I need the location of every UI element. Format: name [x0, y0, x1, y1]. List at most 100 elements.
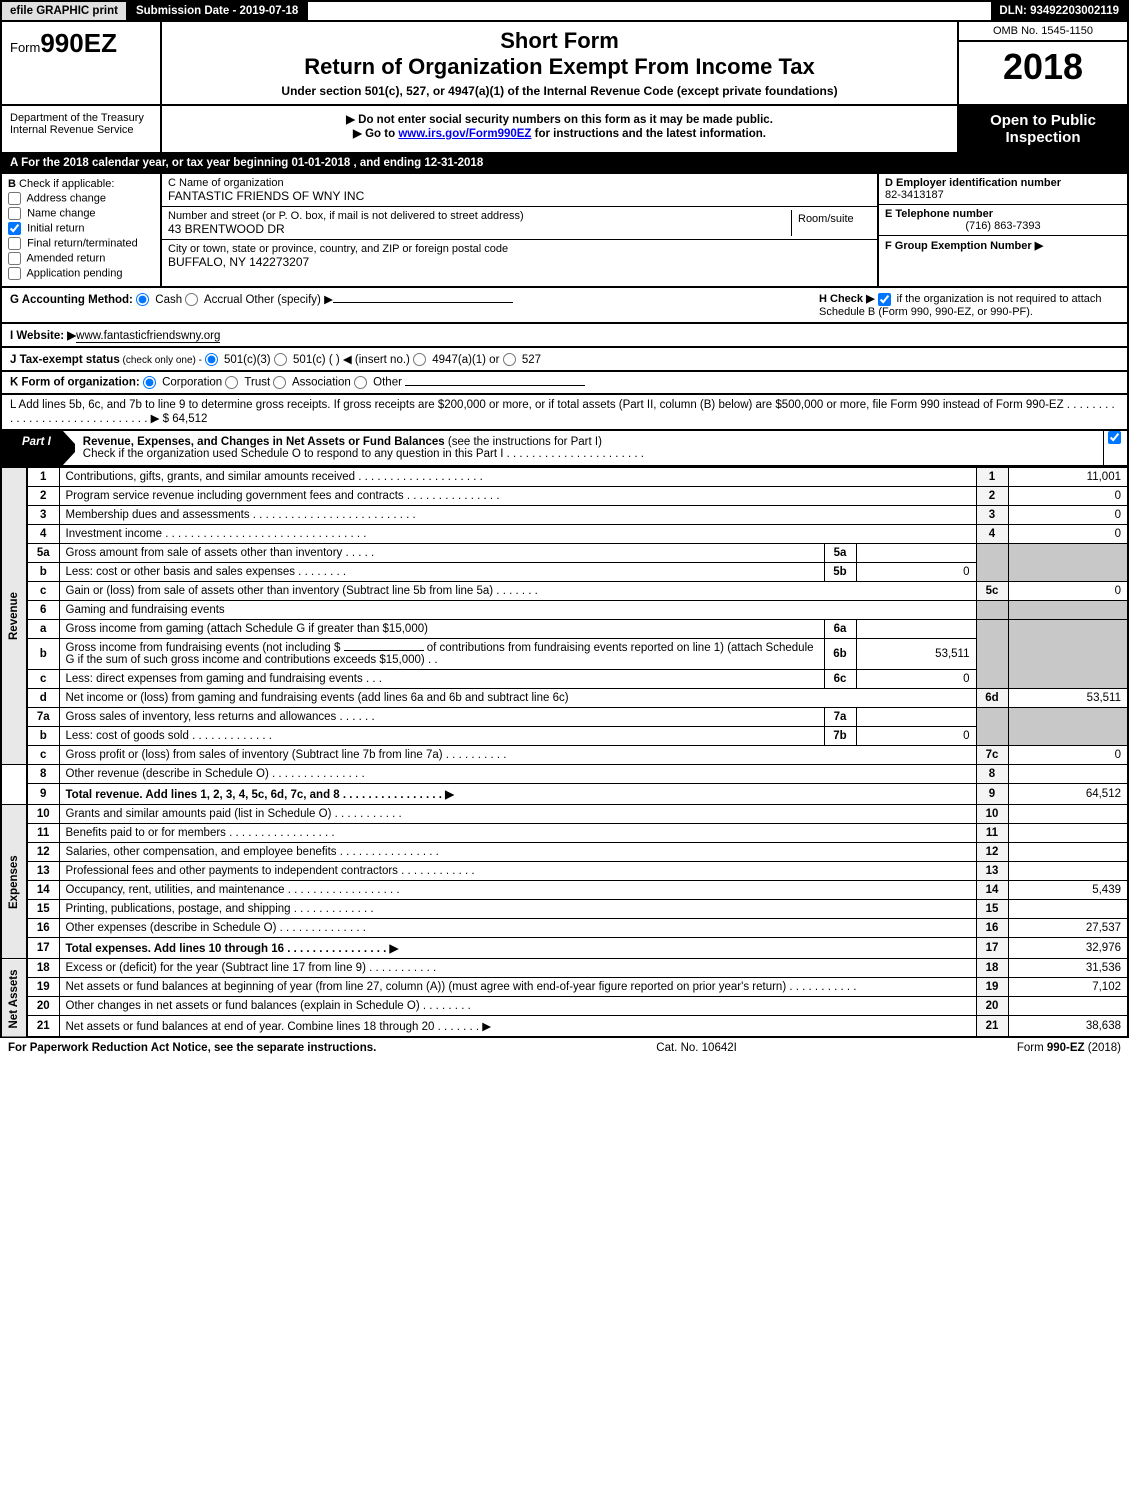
ln6c-inum: 6c	[824, 670, 856, 689]
irs-link[interactable]: www.irs.gov/Form990EZ	[398, 128, 531, 140]
website[interactable]: www.fantasticfriendswny.org	[76, 330, 220, 343]
k-label: K Form of organization:	[10, 377, 140, 389]
ln3-text: Membership dues and assessments	[66, 509, 250, 521]
form-footer: Form 990-EZ (2018)	[1017, 1042, 1121, 1054]
form-title: Return of Organization Exempt From Incom…	[170, 54, 949, 80]
ln5ab-shade	[976, 544, 1008, 582]
radio-cash[interactable]	[136, 293, 149, 306]
radio-assoc[interactable]	[273, 376, 286, 389]
ln10-num: 10	[27, 805, 59, 824]
ln9-col: 9	[976, 784, 1008, 805]
ln7c-col: 7c	[976, 746, 1008, 765]
part1-tab: Part I	[2, 431, 63, 465]
opt-amended: Amended return	[26, 252, 105, 264]
form-number: 990EZ	[40, 28, 117, 58]
ln6a-iamt	[856, 620, 976, 639]
part1-sub: Check if the organization used Schedule …	[83, 448, 644, 460]
opt-other-org: Other	[373, 377, 402, 389]
chk-final-return[interactable]: Final return/terminated	[8, 237, 154, 250]
ln6a-text: Gross income from gaming (attach Schedul…	[59, 620, 824, 639]
ln6abc-shade-amt	[1008, 620, 1128, 689]
goto-pre: ▶ Go to	[353, 128, 398, 140]
ln9-num: 9	[27, 784, 59, 805]
ln11-col: 11	[976, 824, 1008, 843]
ln7b-inum: 7b	[824, 727, 856, 746]
radio-accrual[interactable]	[185, 293, 198, 306]
ln12-num: 12	[27, 843, 59, 862]
ln5c-col: 5c	[976, 582, 1008, 601]
c-city-label: City or town, state or province, country…	[168, 243, 871, 255]
other-specify-line	[333, 302, 513, 303]
radio-501c3[interactable]	[205, 353, 218, 366]
ln1-col: 1	[976, 468, 1008, 487]
ln20-text: Other changes in net assets or fund bala…	[66, 1000, 420, 1012]
ln5b-num: b	[27, 563, 59, 582]
c-addr-label: Number and street (or P. O. box, if mail…	[168, 210, 791, 222]
ln6d-num: d	[27, 689, 59, 708]
ln15-col: 15	[976, 900, 1008, 919]
chk-address-change[interactable]: Address change	[8, 192, 154, 205]
ln5b-text: Less: cost or other basis and sales expe…	[59, 563, 824, 582]
radio-other-org[interactable]	[354, 376, 367, 389]
org-city: BUFFALO, NY 142273207	[168, 255, 309, 269]
ln18-amt: 31,536	[1008, 959, 1128, 978]
ln21-num: 21	[27, 1016, 59, 1038]
chk-schedule-o[interactable]	[1108, 431, 1121, 444]
ln16-amt: 27,537	[1008, 919, 1128, 938]
ln18-num: 18	[27, 959, 59, 978]
ln6b-text1: Gross income from fundraising events (no…	[66, 642, 341, 654]
d-ein-label: D Employer identification number	[885, 177, 1061, 189]
ln7a-iamt	[856, 708, 976, 727]
ln14-amt: 5,439	[1008, 881, 1128, 900]
ln6-num: 6	[27, 601, 59, 620]
dln: DLN: 93492203002119	[991, 2, 1127, 20]
radio-4947[interactable]	[413, 353, 426, 366]
opt-assoc: Association	[292, 377, 351, 389]
ln7ab-shade-amt	[1008, 708, 1128, 746]
ln18-col: 18	[976, 959, 1008, 978]
ln16-col: 16	[976, 919, 1008, 938]
ln6abc-shade	[976, 620, 1008, 689]
chk-initial-return[interactable]: Initial return	[8, 222, 154, 235]
radio-501c[interactable]	[274, 353, 287, 366]
ln14-num: 14	[27, 881, 59, 900]
radio-527[interactable]	[503, 353, 516, 366]
ln7c-text: Gross profit or (loss) from sales of inv…	[66, 749, 443, 761]
form-subtitle: Under section 501(c), 527, or 4947(a)(1)…	[170, 84, 949, 98]
ln19-amt: 7,102	[1008, 978, 1128, 997]
irs-label: Internal Revenue Service	[10, 124, 152, 136]
goto-post: for instructions and the latest informat…	[531, 128, 766, 140]
ssn-warning: ▶ Do not enter social security numbers o…	[170, 112, 949, 126]
opt-cash: Cash	[155, 294, 182, 306]
ln17-text: Total expenses. Add lines 10 through 16 …	[66, 943, 399, 955]
chk-h[interactable]	[878, 293, 891, 306]
ln12-amt	[1008, 843, 1128, 862]
efile-print[interactable]: efile GRAPHIC print	[2, 2, 128, 20]
chk-amended[interactable]: Amended return	[8, 252, 154, 265]
ln15-text: Printing, publications, postage, and shi…	[66, 903, 291, 915]
c-name-label: C Name of organization	[168, 177, 871, 189]
ln5c-text: Gain or (loss) from sale of assets other…	[66, 585, 494, 597]
chk-name-change[interactable]: Name change	[8, 207, 154, 220]
radio-corp[interactable]	[143, 376, 156, 389]
submission-date: Submission Date - 2019-07-18	[128, 2, 308, 20]
org-address: 43 BRENTWOOD DR	[168, 222, 285, 236]
chk-application-pending[interactable]: Application pending	[8, 267, 154, 280]
opt-address: Address change	[26, 192, 106, 204]
opt-corp: Corporation	[162, 377, 222, 389]
ln11-num: 11	[27, 824, 59, 843]
ln6b-iamt: 53,511	[856, 639, 976, 670]
ln5c-amt: 0	[1008, 582, 1128, 601]
open-public-inspection: Open to Public Inspection	[957, 106, 1127, 152]
ln13-col: 13	[976, 862, 1008, 881]
ln17-col: 17	[976, 938, 1008, 959]
radio-trust[interactable]	[225, 376, 238, 389]
ln19-num: 19	[27, 978, 59, 997]
side-revenue: Revenue	[1, 468, 27, 765]
row-a-pre: For the 2018 calendar year, or tax year …	[21, 157, 291, 169]
opt-final: Final return/terminated	[27, 237, 138, 249]
opt-4947: 4947(a)(1) or	[432, 354, 499, 366]
part1-title: Revenue, Expenses, and Changes in Net As…	[83, 436, 445, 448]
opt-pending: Application pending	[26, 267, 122, 279]
gross-receipts: 64,512	[172, 413, 207, 425]
